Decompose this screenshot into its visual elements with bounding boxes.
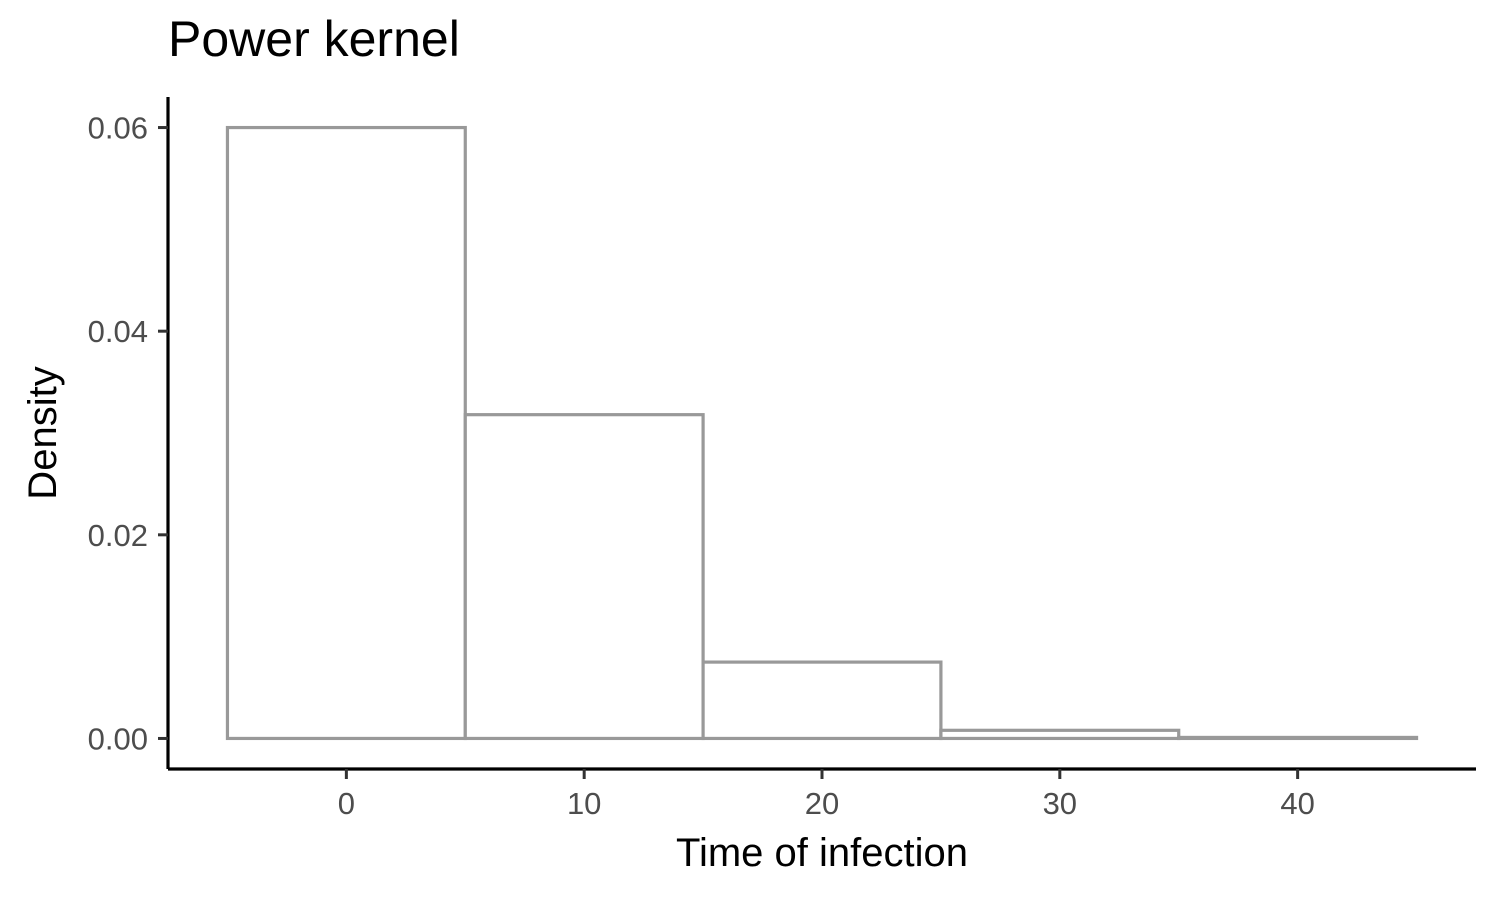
x-tick-label: 20 <box>805 786 839 821</box>
y-axis-label: Density <box>21 366 65 499</box>
y-tick-label: 0.04 <box>88 314 148 349</box>
x-tick-label: 40 <box>1280 786 1314 821</box>
histogram-bar <box>1177 735 1419 741</box>
histogram-bars <box>225 125 1419 741</box>
histogram-bar <box>225 125 467 741</box>
x-tick-label: 10 <box>567 786 601 821</box>
histogram-bar <box>701 660 943 741</box>
x-tick-label: 30 <box>1043 786 1077 821</box>
y-tick-label: 0.06 <box>88 111 148 146</box>
histogram-bar <box>939 728 1181 741</box>
x-axis-label: Time of infection <box>676 831 968 875</box>
x-tick-label: 0 <box>338 786 355 821</box>
y-tick-label: 0.00 <box>88 721 148 756</box>
x-axis-ticks: 0 10 20 30 40 <box>338 769 1315 821</box>
y-tick-label: 0.02 <box>88 518 148 553</box>
chart-title: Power kernel <box>168 11 460 67</box>
y-axis-ticks: 0.00 0.02 0.04 0.06 <box>88 111 168 756</box>
histogram-bar <box>463 413 705 741</box>
